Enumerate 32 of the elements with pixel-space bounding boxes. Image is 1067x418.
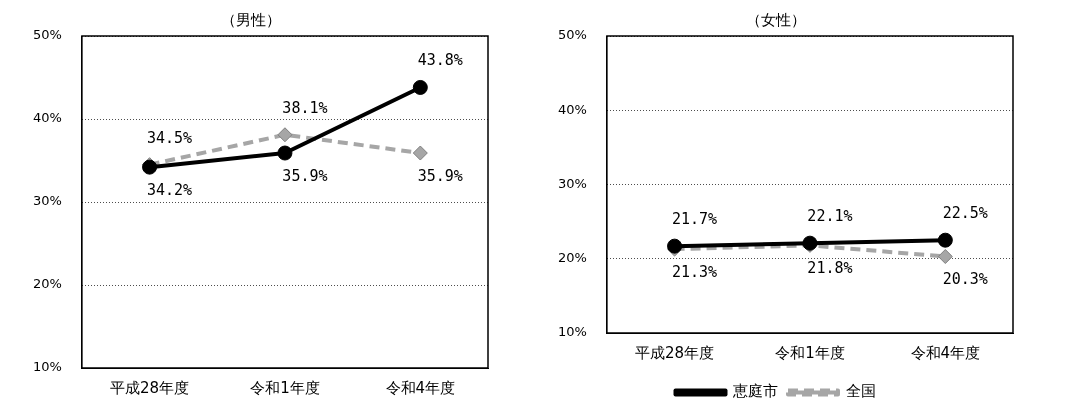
- y-tick-label: 50%: [32, 27, 62, 43]
- legend-label: 全国: [845, 382, 876, 401]
- data-label: 21.3%: [672, 262, 718, 281]
- data-label: 21.7%: [672, 210, 718, 229]
- data-label: 22.1%: [807, 207, 853, 226]
- y-tick-label: 20%: [32, 276, 62, 292]
- y-tick-label: 20%: [557, 250, 587, 266]
- x-tick-label: 令和1年度: [775, 343, 845, 362]
- y-tick-label: 10%: [32, 359, 62, 375]
- x-tick-label: 平成28年度: [635, 343, 715, 362]
- x-tick-label: 令和4年度: [385, 378, 456, 397]
- chart-title: （女性）: [745, 10, 806, 29]
- data-label: 35.9%: [282, 166, 328, 185]
- y-tick-label: 30%: [32, 193, 62, 209]
- x-tick-label: 平成28年度: [110, 378, 190, 397]
- data-label: 21.8%: [807, 259, 853, 278]
- y-tick-label: 40%: [557, 101, 587, 117]
- data-label: 34.5%: [147, 128, 193, 147]
- x-tick-label: 令和4年度: [910, 343, 981, 362]
- y-tick-label: 40%: [32, 110, 62, 126]
- data-label: 35.9%: [417, 166, 463, 185]
- data-label: 34.2%: [147, 181, 193, 200]
- y-tick-label: 10%: [557, 324, 587, 340]
- chart-title: （男性）: [220, 10, 281, 29]
- data-label: 20.3%: [942, 270, 988, 289]
- x-tick-label: 令和1年度: [250, 378, 320, 397]
- legend-label: 恵庭市: [732, 382, 778, 401]
- y-tick-label: 50%: [557, 27, 587, 43]
- data-label: 38.1%: [282, 98, 328, 117]
- y-tick-label: 30%: [557, 175, 587, 191]
- data-label: 43.8%: [417, 51, 463, 70]
- data-label: 22.5%: [942, 204, 988, 223]
